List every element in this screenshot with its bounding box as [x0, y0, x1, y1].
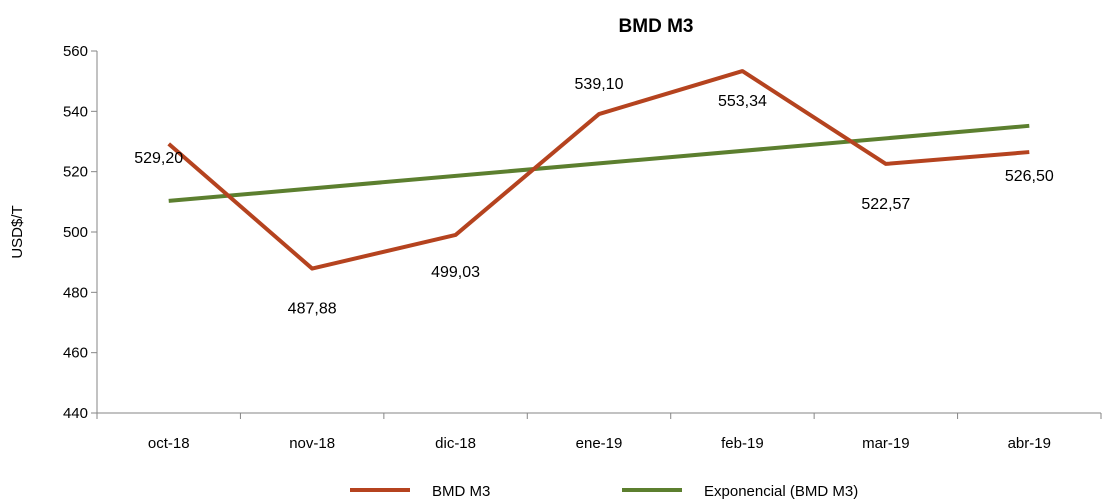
chart-title: BMD M3 — [619, 16, 694, 37]
series-layer — [167, 69, 1030, 271]
x-tick-label: abr-19 — [1008, 435, 1051, 452]
data-label: 539,10 — [575, 76, 624, 93]
x-tick-label: nov-18 — [289, 435, 335, 452]
data-label: 522,57 — [861, 196, 910, 213]
y-tick-label: 540 — [63, 103, 88, 120]
legend-label: Exponencial (BMD M3) — [704, 483, 858, 500]
trendline-series-line — [168, 123, 1030, 203]
y-tick-label: 460 — [63, 345, 88, 362]
x-tick-label: ene-19 — [576, 435, 623, 452]
data-label: 529,20 — [134, 150, 183, 167]
y-tick-label: 520 — [63, 164, 88, 181]
data-label: 553,34 — [718, 93, 767, 110]
bmd-m3-series-line — [167, 69, 1030, 271]
legend-label: BMD M3 — [432, 483, 490, 500]
y-tick-label: 500 — [63, 224, 88, 241]
data-label: 499,03 — [431, 264, 480, 281]
y-tick-label: 480 — [63, 284, 88, 301]
data-label: 487,88 — [288, 301, 337, 318]
x-tick-label: mar-19 — [862, 435, 910, 452]
x-tick-label: feb-19 — [721, 435, 764, 452]
y-axis-title: USD$/T — [9, 205, 26, 258]
y-tick-label: 560 — [63, 43, 88, 60]
x-tick-label: dic-18 — [435, 435, 476, 452]
data-labels: 529,20 487,88 499,03 539,10 553,34 522,57 526,… — [134, 76, 1054, 318]
y-tick-label: 440 — [63, 405, 88, 422]
legend: BMD M3 Exponencial (BMD M3) — [350, 483, 858, 500]
axes: 440 460 480 500 520 540 560 oct-18 nov-18 dic-18 e… — [63, 43, 1102, 452]
x-tick-label: oct-18 — [148, 435, 190, 452]
data-label: 526,50 — [1005, 168, 1054, 185]
